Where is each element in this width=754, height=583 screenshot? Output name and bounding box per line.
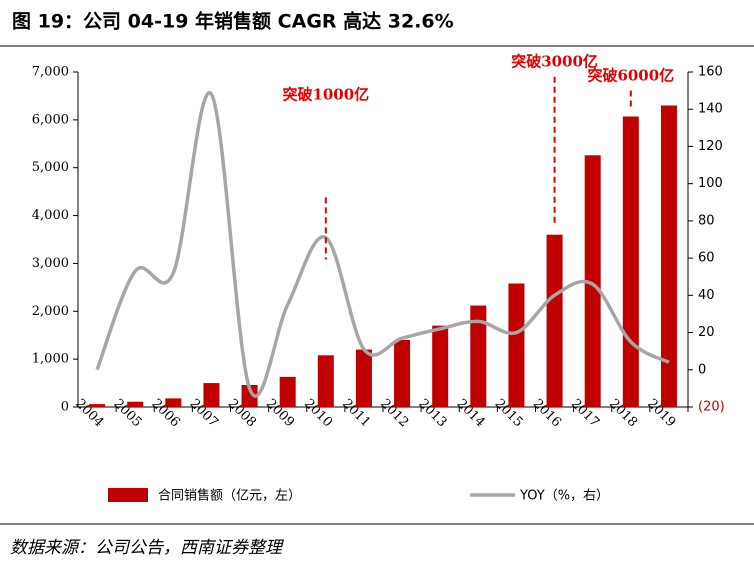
bar: [355, 349, 372, 407]
y2-tick-label: 140: [698, 102, 723, 117]
bar: [470, 305, 487, 407]
y2-tick-label: 160: [698, 65, 723, 80]
bar: [165, 398, 182, 407]
y-tick-label: 7,000: [32, 65, 69, 80]
y-tick-label: 3,000: [32, 256, 69, 271]
y2-tick-label: 120: [698, 139, 723, 154]
chart-title: 图 19：公司 04-19 年销售额 CAGR 高达 32.6%: [12, 10, 454, 33]
bar: [584, 155, 601, 407]
legend-label: 合同销售额（亿元，左）: [158, 488, 301, 504]
y-tick-label: 6,000: [32, 112, 69, 127]
source-note: 数据来源：公司公告，西南证券整理: [10, 538, 284, 558]
y-tick-label: 4,000: [32, 208, 69, 223]
bar: [317, 355, 334, 407]
bar: [241, 384, 258, 407]
bar: [279, 376, 296, 407]
bar: [203, 383, 220, 407]
x-tick-label: 2005: [110, 396, 144, 430]
bar: [89, 404, 106, 407]
y2-tick-label: 20: [698, 325, 715, 340]
y2-tick-label: 60: [698, 251, 715, 266]
bar: [622, 116, 639, 407]
annotation: 突破3000亿: [511, 53, 598, 71]
y2-tick-label: 40: [698, 288, 715, 303]
legend-label: YOY（%，右）: [519, 489, 609, 504]
bar: [546, 234, 563, 407]
annotation: 突破6000亿: [587, 67, 674, 85]
y-tick-label: 0: [61, 400, 69, 415]
y-tick-label: 5,000: [32, 160, 69, 175]
y-tick-label: 1,000: [32, 352, 69, 367]
bar: [660, 105, 677, 407]
y2-tick-label: 0: [698, 362, 706, 377]
x-tick-label: 2004: [72, 396, 106, 430]
legend-swatch: [108, 488, 148, 502]
y-tick-label: 2,000: [32, 304, 69, 319]
bar: [432, 325, 449, 407]
bar: [508, 283, 525, 407]
line: [95, 91, 670, 398]
bar: [394, 340, 411, 407]
y2-tick-label: (20): [698, 400, 725, 415]
y2-tick-label: 80: [698, 213, 715, 228]
bar: [127, 401, 144, 407]
annotation: 突破1000亿: [282, 85, 369, 103]
y2-tick-label: 100: [698, 176, 723, 191]
